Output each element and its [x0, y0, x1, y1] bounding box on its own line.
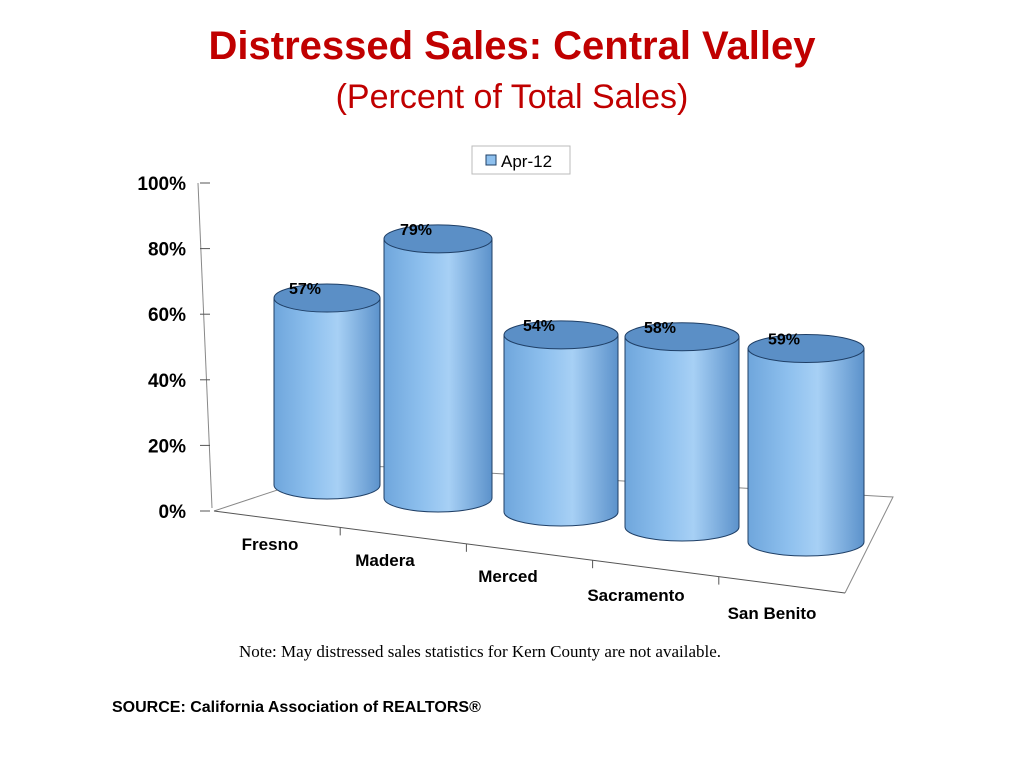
bar-sacramento	[624, 322, 740, 542]
legend-label: Apr-12	[501, 152, 552, 171]
data-label: 57%	[289, 281, 321, 298]
x-category-label: San Benito	[728, 604, 817, 623]
y-tick-label: 20%	[148, 436, 186, 457]
y-tick-label: 60%	[148, 305, 186, 326]
bar-top	[503, 320, 619, 350]
bar-san-benito	[747, 333, 865, 557]
x-category-label: Merced	[478, 567, 538, 586]
y-tick-label: 0%	[159, 502, 187, 523]
bar-top	[273, 283, 381, 313]
bar-body	[273, 297, 381, 500]
chart-title: Distressed Sales: Central Valley	[208, 24, 816, 68]
data-label: 54%	[523, 318, 555, 335]
y-tick-label: 100%	[137, 174, 186, 195]
chart-subtitle: (Percent of Total Sales)	[335, 78, 689, 116]
data-label: 58%	[644, 320, 676, 337]
y-tick-label: 80%	[148, 240, 186, 261]
x-axis-line	[213, 510, 846, 594]
bar-body	[383, 238, 493, 513]
bar-fresno	[273, 283, 381, 500]
bar-top	[383, 224, 493, 254]
x-category-label: Sacramento	[587, 586, 684, 605]
footnote: Note: May distressed sales statistics fo…	[238, 642, 722, 661]
bar-top	[624, 322, 740, 352]
data-label: 79%	[400, 222, 432, 239]
back-wall-edge	[197, 182, 213, 509]
x-category-label: Fresno	[242, 535, 299, 554]
bar-merced	[503, 320, 619, 527]
legend-swatch	[485, 154, 497, 166]
x-category-label: Madera	[355, 551, 415, 570]
data-label: 59%	[768, 331, 800, 348]
bar-body	[747, 347, 865, 557]
bar-body	[503, 334, 619, 527]
bar-top	[747, 333, 865, 363]
bar-body	[624, 336, 740, 542]
source-citation: SOURCE: California Association of REALTO…	[112, 699, 481, 716]
y-tick-label: 40%	[148, 371, 186, 392]
bar-madera	[383, 224, 493, 513]
